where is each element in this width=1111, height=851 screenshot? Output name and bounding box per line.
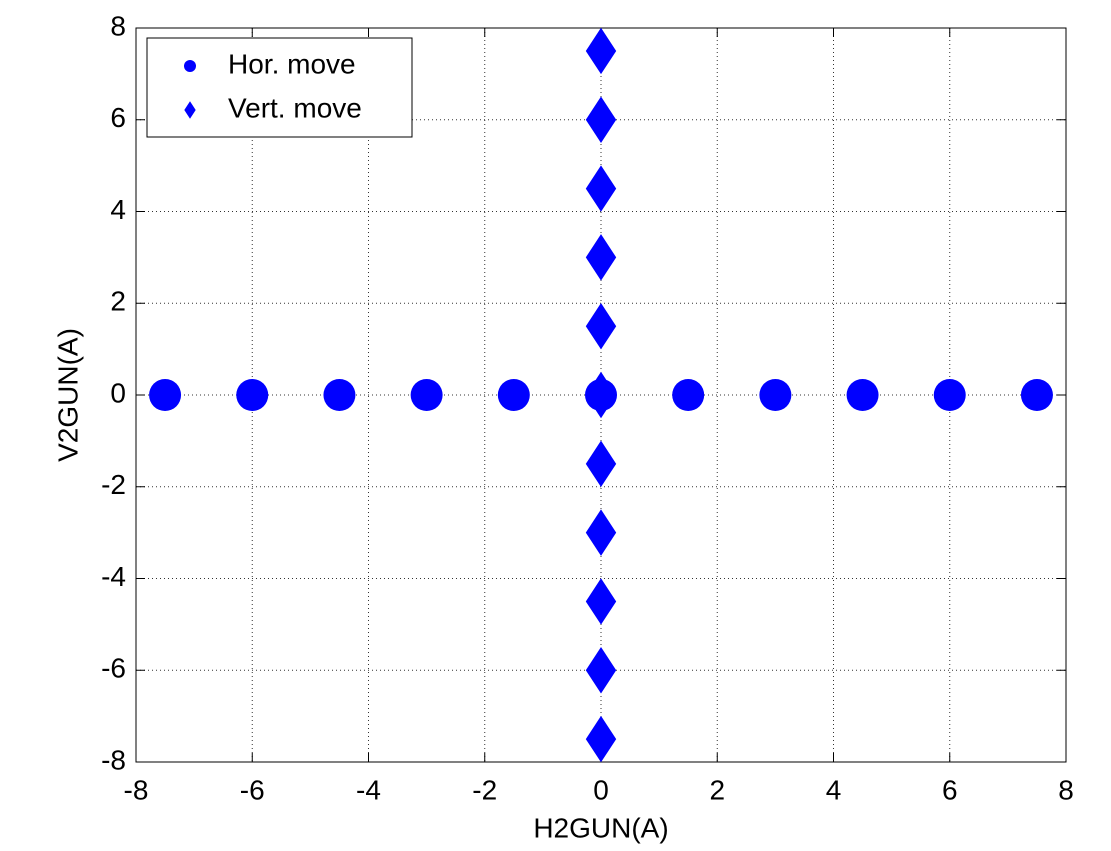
data-point [585,715,617,763]
legend-box [146,37,413,138]
data-point [846,379,879,411]
x-tick-label: 4 [826,774,842,805]
x-tick-label: 0 [593,774,609,805]
x-axis-label: H2GUN(A) [533,812,668,843]
data-point [585,96,617,143]
y-tick-label: 8 [110,10,126,41]
legend-label: Vert. move [228,92,362,123]
x-tick-label: 2 [709,774,725,805]
y-tick-label: -6 [101,653,126,684]
x-tick-label: -6 [240,774,265,805]
x-tick-label: 6 [942,774,958,805]
data-point [585,371,617,419]
y-tick-label: -4 [101,561,126,592]
data-point [497,379,530,411]
data-point [585,302,617,350]
legend-label: Hor. move [228,48,356,79]
legend-marker [184,60,196,72]
data-point [585,27,617,75]
data-point [236,379,269,411]
data-point [672,379,705,411]
legend-marker [184,101,196,119]
data-point [410,379,443,411]
x-tick-label: -2 [472,774,497,805]
x-tick-label: -4 [356,774,381,805]
x-tick-label: 8 [1058,774,1074,805]
y-tick-label: 4 [110,194,126,225]
data-point [585,234,617,281]
y-tick-label: 6 [110,102,126,133]
y-axis-label: V2GUN(A) [52,328,83,462]
data-point [585,440,617,488]
data-point [759,379,792,411]
data-point [149,379,182,411]
data-point [585,165,617,212]
y-tick-label: 0 [110,377,126,408]
data-point [1020,379,1053,411]
y-tick-label: -8 [101,744,126,775]
y-tick-label: -2 [101,469,126,500]
data-point [585,509,617,556]
y-tick-label: 2 [110,286,126,317]
data-point [585,647,617,694]
data-point [933,379,966,411]
data-point [323,379,356,411]
data-point [585,578,617,625]
x-tick-label: -8 [124,774,149,805]
